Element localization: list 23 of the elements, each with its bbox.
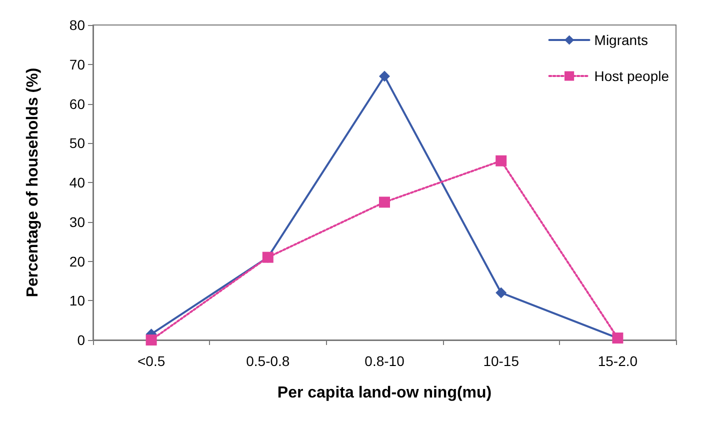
point — [496, 287, 507, 298]
x-tick-label: 0.5-0.8 — [246, 353, 290, 369]
y-tick-label: 20 — [69, 253, 86, 270]
x-tick-label: 15-2.0 — [598, 353, 638, 369]
point — [379, 196, 390, 208]
x-tick-label: 10-15 — [483, 353, 520, 369]
y-tick-label: 30 — [69, 214, 86, 230]
point — [379, 70, 390, 82]
y-axis-title: Percentage of households (%) — [24, 68, 42, 298]
y-tick-label: 10 — [69, 292, 86, 309]
legend-label: Migrants — [594, 32, 648, 48]
point — [496, 155, 507, 166]
y-tick-label: 0 — [77, 332, 86, 348]
y-tick-label: 70 — [69, 56, 86, 72]
legend-label: Host people — [594, 68, 670, 84]
x-axis-title: Per capita land-ow ning(mu) — [277, 384, 492, 402]
x-tick-label: <0.5 — [137, 353, 166, 369]
y-tick-label: 60 — [69, 96, 86, 112]
y-tick-label: 50 — [69, 135, 86, 152]
x-tick-label: 0.8-10 — [364, 353, 405, 369]
y-tick-label: 80 — [69, 17, 86, 33]
y-tick-label: 40 — [69, 174, 86, 190]
point — [146, 334, 157, 346]
